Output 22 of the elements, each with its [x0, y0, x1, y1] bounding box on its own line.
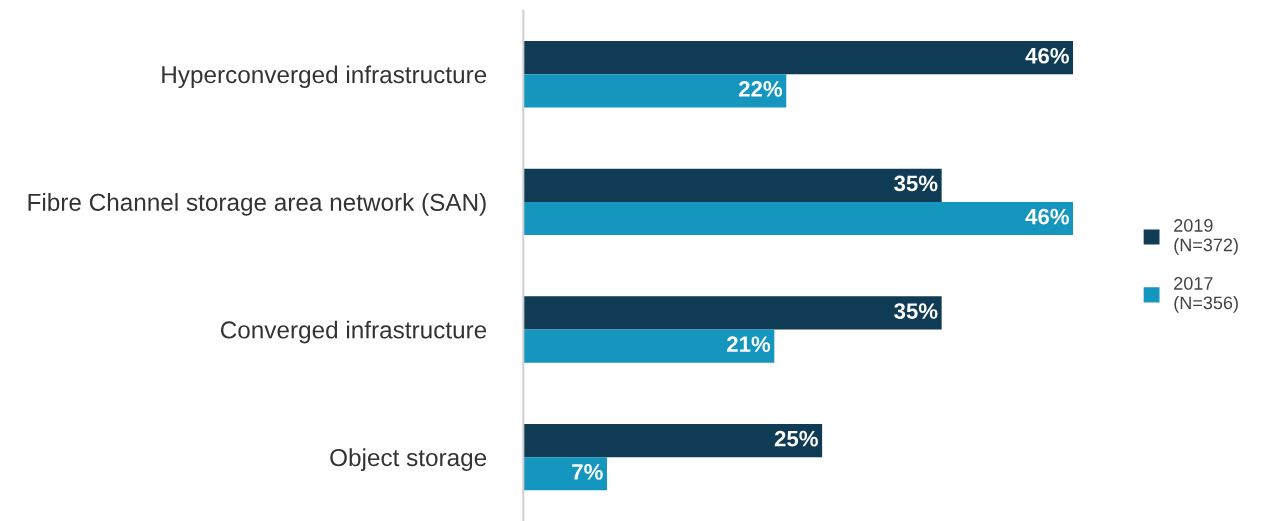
legend-label: 2019 (N=372) [1174, 219, 1238, 255]
bar [523, 201, 1074, 236]
bar [523, 296, 942, 330]
y-tick-label: Hyperconverged infrastructure [162, 65, 487, 89]
bar [523, 423, 823, 458]
data-label: 25% [774, 430, 818, 447]
data-label: 22% [738, 81, 783, 97]
data-label: 35% [894, 175, 938, 192]
bar [523, 41, 1074, 75]
y-tick-label: Object storage [330, 448, 487, 472]
bar [523, 457, 607, 491]
data-label: 35% [894, 303, 938, 319]
bar [523, 329, 775, 363]
y-tick-label: Fibre Channel storage area network (SAN) [28, 193, 486, 216]
y-tick-label: Converged infrastructure [220, 320, 487, 344]
bar [523, 74, 787, 108]
data-label: 21% [727, 336, 771, 353]
data-label: 7% [572, 464, 603, 480]
data-label: 46% [1025, 47, 1069, 64]
data-label: 46% [1025, 208, 1069, 225]
bar [523, 168, 942, 202]
legend-label: 2017 (N=356) [1174, 277, 1238, 313]
